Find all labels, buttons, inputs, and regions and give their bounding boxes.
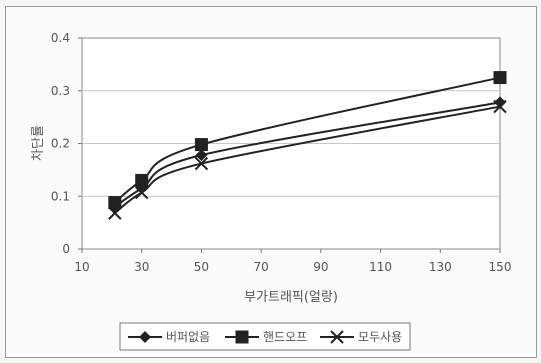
data-point-square xyxy=(135,173,149,187)
y-tick-label: 0.4 xyxy=(51,31,70,45)
data-point-diamond xyxy=(494,96,506,109)
y-tick-label: 0.3 xyxy=(51,84,70,98)
data-point-x xyxy=(493,99,507,114)
x-axis-ticks: 10 30 50 70 90 110 130 150 xyxy=(74,249,511,274)
legend-label: 버퍼없음 xyxy=(166,330,210,344)
y-axis-label: 차단률 xyxy=(31,125,46,161)
data-point-x xyxy=(194,156,209,171)
data-point-x xyxy=(108,206,122,220)
x-tick-label: 70 xyxy=(254,260,269,274)
legend-label: 모두사용 xyxy=(358,330,402,344)
data-point-square xyxy=(194,138,208,152)
data-point-x xyxy=(135,185,149,200)
legend-marker-diamond xyxy=(139,331,151,343)
data-point-square xyxy=(493,71,507,85)
gridlines xyxy=(82,90,500,197)
data-point-square xyxy=(108,196,122,210)
x-tick-label: 30 xyxy=(134,260,149,274)
x-tick-label: 150 xyxy=(489,260,512,274)
x-axis-label: 부가트래픽(얼랑) xyxy=(244,290,338,305)
y-tick-label: 0.2 xyxy=(51,137,70,151)
y-tick-label: 0.1 xyxy=(51,189,70,203)
legend-marker-x xyxy=(330,330,344,344)
y-axis-ticks: 0 0.1 0.2 0.3 0.4 xyxy=(51,31,82,256)
x-tick-label: 110 xyxy=(369,260,392,274)
y-tick-label: 0 xyxy=(62,242,70,256)
legend-box xyxy=(119,322,411,351)
x-tick-label: 10 xyxy=(74,260,89,274)
legend: 버퍼없음 핸드오프 모두사용 xyxy=(128,329,402,344)
legend-label: 핸드오프 xyxy=(263,329,307,344)
series-group xyxy=(108,71,507,220)
data-point-diamond xyxy=(195,149,208,162)
legend-marker-square xyxy=(235,330,249,344)
x-tick-label: 50 xyxy=(194,260,209,274)
x-tick-label: 130 xyxy=(429,260,452,274)
x-tick-label: 90 xyxy=(313,260,328,274)
